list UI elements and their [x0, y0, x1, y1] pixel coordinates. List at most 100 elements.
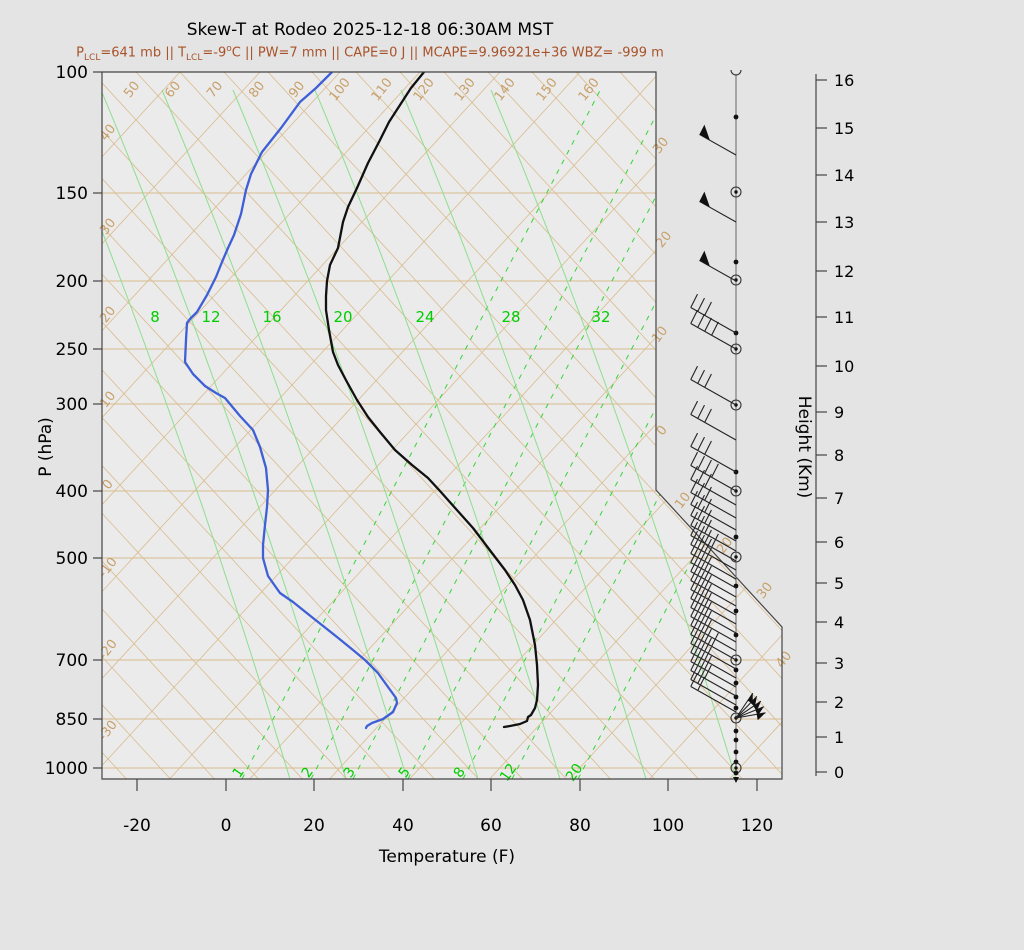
wind-barb-tick — [704, 637, 712, 652]
pressure-tick-label: 150 — [56, 184, 88, 204]
wind-barb-tick — [697, 633, 705, 648]
wind-barb-pennant-surface — [753, 701, 761, 712]
moist-adiabat-label: 16 — [262, 308, 281, 326]
wind-barb-tick — [690, 656, 699, 671]
wind-level-dot — [733, 749, 739, 755]
temperature-trace — [324, 72, 540, 729]
wind-level-circle-dot — [734, 555, 738, 559]
wind-barb-tick — [704, 440, 712, 455]
height-tick-label: 12 — [834, 262, 854, 281]
wind-barb-tick — [690, 490, 699, 505]
isopleth-label-right: 30 — [754, 580, 776, 602]
height-tick-label: 1 — [834, 728, 844, 747]
wind-barb-tick — [697, 642, 705, 657]
temperature-tick-label: 80 — [569, 816, 591, 836]
wind-barb-tick — [690, 584, 699, 599]
height-tick-label: 5 — [834, 574, 844, 593]
mixing-ratio-line — [310, 89, 670, 779]
wind-barb-tick — [704, 473, 712, 488]
wind-barb-staff — [690, 607, 737, 634]
wind-barb-tick — [697, 660, 705, 675]
wind-barb-tick — [704, 610, 712, 625]
wind-barb-pennant — [699, 124, 710, 141]
dry-adiabat-line — [102, 72, 391, 779]
wind-barb-tick — [704, 583, 712, 598]
wind-level-dot — [733, 259, 739, 265]
wind-barb-staff — [690, 515, 737, 542]
plot-border — [101, 71, 783, 780]
temperature-axis-title: Temperature (F) — [378, 847, 515, 867]
wind-barb-tick — [690, 478, 699, 493]
height-tick-label: 11 — [834, 308, 854, 327]
pressure-tick-label: 200 — [56, 272, 88, 292]
height-tick-label: 3 — [834, 654, 844, 673]
dry-adiabat-line — [102, 72, 259, 779]
wind-level-dot — [733, 534, 739, 540]
moist-adiabat-label: 8 — [150, 308, 160, 326]
wind-barb-staff — [690, 553, 737, 580]
pressure-tick-label: 500 — [56, 549, 88, 569]
wind-barb-tick — [704, 509, 712, 524]
wind-barb-tick — [690, 566, 699, 581]
wind-barb-staff — [690, 414, 737, 441]
wind-barb-tick — [697, 588, 705, 603]
wind-barb-tick — [697, 597, 705, 612]
dry-adiabat-line — [102, 72, 611, 779]
wind-barb-staff — [690, 562, 737, 589]
dry-adiabat-line — [102, 72, 699, 779]
wind-barb-tick — [690, 530, 699, 545]
temperature-tick-label: 120 — [741, 816, 773, 836]
temperature-tick-label: 40 — [392, 816, 414, 836]
wind-surface-arrow — [733, 777, 739, 783]
wind-level-dot — [733, 737, 739, 743]
isotherm-line — [249, 72, 782, 779]
height-tick-label: 7 — [834, 489, 844, 508]
wind-barb-staff — [690, 652, 737, 679]
wind-barb-tick — [690, 521, 699, 536]
wind-barb-staff — [690, 634, 737, 661]
wind-barb-staff — [690, 598, 737, 625]
height-tick-label: 0 — [834, 763, 844, 782]
wind-barb-staff — [690, 643, 737, 670]
wind-barb-staff — [699, 259, 737, 282]
wind-barb-tick — [697, 651, 705, 666]
wind-level-circle — [730, 274, 742, 286]
pressure-tick-label: 400 — [56, 482, 88, 502]
wind-barb-tick — [690, 629, 699, 644]
dry-adiabat-line — [0, 72, 38, 779]
wind-barb-tick — [697, 482, 705, 497]
height-tick-label: 4 — [834, 613, 844, 632]
wind-barb-tick — [690, 539, 699, 554]
wind-level-dot — [733, 680, 739, 686]
dry-adiabat-line — [311, 72, 782, 779]
isotherm-line — [102, 72, 341, 779]
wind-barb-tick — [697, 669, 705, 684]
wind-barb-tick — [690, 465, 699, 480]
height-tick-label: 14 — [834, 166, 854, 185]
wind-barb-staff — [690, 571, 737, 598]
moist-adiabat-line — [102, 89, 347, 779]
dry-adiabat-line — [102, 72, 655, 779]
moist-adiabat-label: 28 — [501, 308, 520, 326]
dry-adiabat-line — [796, 72, 1024, 779]
moist-adiabat-line — [161, 89, 408, 779]
wind-barb-tick — [690, 511, 699, 526]
wind-barb-staff — [690, 544, 737, 571]
isotherm-line — [649, 72, 782, 779]
wind-level-dot — [733, 632, 739, 638]
wind-barb-tick — [690, 665, 699, 680]
height-tick-label: 9 — [834, 403, 844, 422]
temperature-tick-label: -20 — [123, 816, 151, 836]
wind-barb-tick — [704, 486, 712, 501]
chart-subtitle-stability-indices: PLCL=641 mb || TLCL=-9oC || PW=7 mm || C… — [76, 44, 664, 63]
wind-barb-staff — [690, 492, 737, 519]
wind-barb-tick — [697, 455, 705, 470]
wind-barb-tick — [697, 515, 705, 530]
wind-barb-tick — [690, 293, 699, 308]
wind-barb-tick — [690, 593, 699, 608]
temperature-tick-label: 60 — [480, 816, 502, 836]
wind-barb-tick — [690, 647, 699, 662]
wind-barb-tick — [697, 369, 705, 384]
pressure-tick-label: 100 — [56, 63, 88, 83]
